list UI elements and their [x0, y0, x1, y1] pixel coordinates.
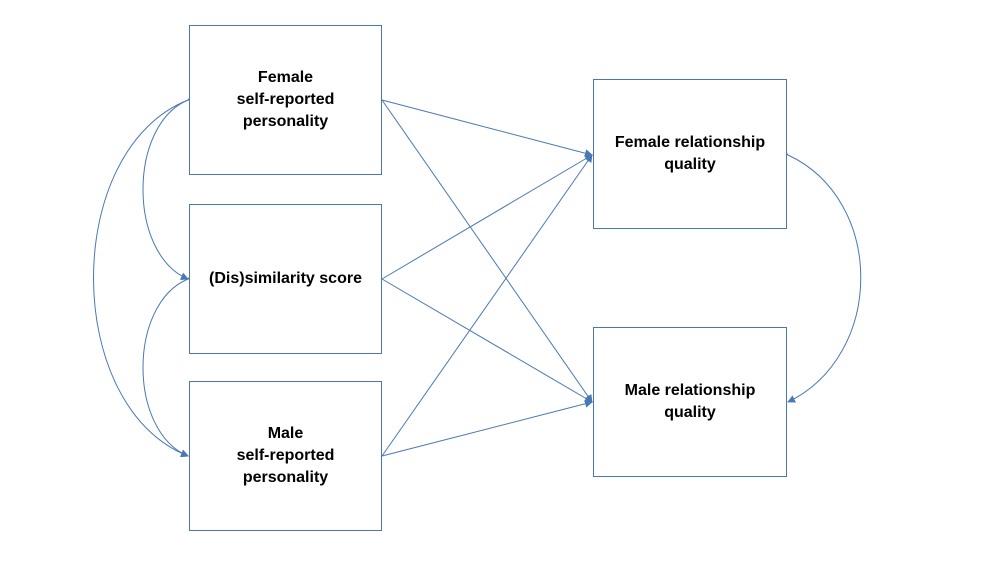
- covariance-female-male-quality: [779, 148, 862, 403]
- male-personality-label: Male self-reported personality: [236, 425, 335, 486]
- path-male-personality-to-male-quality: [381, 399, 593, 457]
- male-relationship-quality-box: Male relationship quality: [593, 327, 787, 477]
- covariance-dissimilarity-male-personality: [142, 272, 197, 457]
- male-relationship-quality-label: Male relationship quality: [624, 382, 756, 421]
- dissimilarity-box: (Dis)similarity score: [189, 204, 382, 354]
- covariance-female-personality-dissimilarity: [142, 93, 197, 280]
- path-female-personality-to-female-quality: [381, 99, 593, 158]
- male-personality-box: Male self-reported personality: [189, 381, 382, 531]
- female-relationship-quality-label: Female relationship quality: [614, 134, 766, 173]
- female-personality-box: Female self-reported personality: [189, 25, 382, 175]
- path-dissimilarity-to-female-quality: [381, 154, 593, 280]
- path-male-personality-to-female-quality: [381, 154, 593, 457]
- female-relationship-quality-box: Female relationship quality: [593, 79, 787, 229]
- female-personality-label: Female self-reported personality: [236, 69, 335, 130]
- path-dissimilarity-to-male-quality: [381, 278, 593, 403]
- dissimilarity-label: (Dis)similarity score: [209, 270, 362, 287]
- path-female-personality-to-male-quality: [381, 99, 593, 403]
- covariance-female-male-personality: [93, 93, 196, 458]
